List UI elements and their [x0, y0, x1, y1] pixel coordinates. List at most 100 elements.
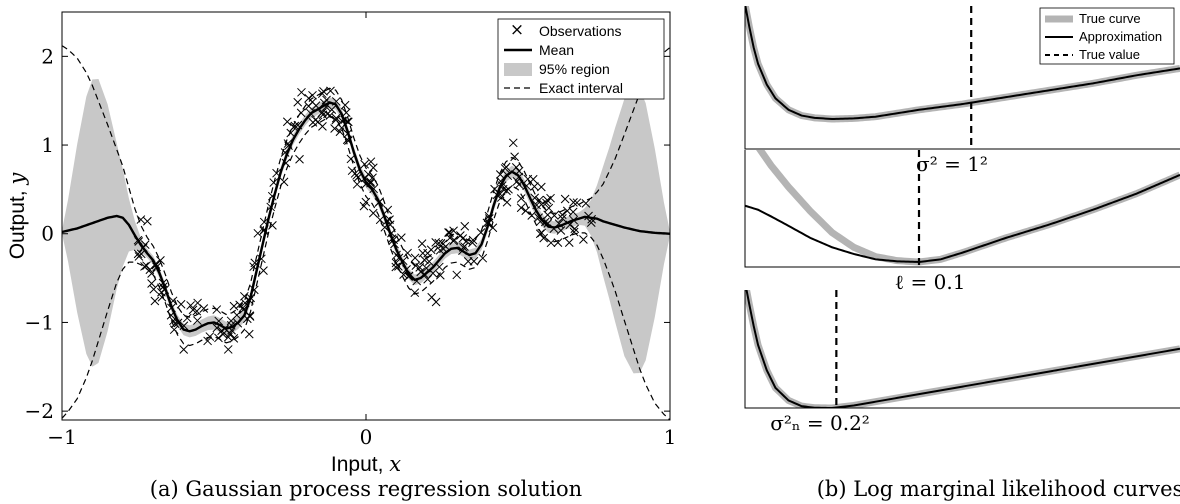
- observation-marker: [143, 216, 152, 226]
- observation-marker: [535, 229, 545, 239]
- observation-marker: [340, 100, 350, 110]
- observation-marker: [147, 269, 156, 278]
- legend-b: True curve Approximation True value: [1039, 7, 1175, 65]
- observation-marker: [463, 257, 473, 266]
- observation-marker: [156, 256, 165, 265]
- observation-marker: [253, 228, 263, 238]
- observation-marker: [268, 221, 277, 230]
- observation-marker: [410, 253, 420, 263]
- observation-marker: [212, 305, 222, 314]
- observation-marker: [347, 166, 357, 176]
- observation-marker: [508, 138, 518, 148]
- observation-marker: [521, 206, 531, 216]
- observation-marker: [193, 316, 202, 325]
- confidence-region-95: [62, 79, 670, 374]
- observation-marker: [435, 245, 445, 255]
- mean-line: [62, 101, 670, 333]
- observation-marker: [511, 163, 521, 172]
- observation-marker: [193, 298, 202, 308]
- observation-marker: [149, 284, 159, 294]
- observation-marker: [502, 197, 512, 207]
- observation-marker: [556, 226, 566, 235]
- x-tick-label: 1: [664, 425, 677, 449]
- observation-marker: [176, 299, 186, 309]
- observation-marker: [500, 164, 510, 173]
- observation-marker: [543, 210, 553, 220]
- lml-panel-noise: σ²ₙ = 0.2²: [744, 290, 1180, 435]
- observation-marker: [391, 258, 401, 268]
- observation-marker: [383, 205, 393, 215]
- x-tick-label: 0: [360, 425, 373, 449]
- observation-marker: [295, 154, 304, 164]
- observation-marker: [296, 108, 306, 118]
- exact-interval-lower: [62, 116, 670, 420]
- observation-marker: [325, 111, 335, 120]
- x-axis-label: Input, x: [331, 452, 401, 476]
- observation-marker: [404, 272, 413, 281]
- observation-marker: [341, 108, 351, 117]
- y-tick-label: 1: [41, 133, 54, 157]
- approximation-sigma: [745, 6, 1180, 121]
- observation-marker: [399, 270, 408, 279]
- observation-marker: [368, 173, 377, 183]
- observation-marker: [426, 245, 436, 255]
- legend-region-swatch: [504, 63, 532, 76]
- caption-b: (b) Log marginal likelihood curves: [817, 477, 1180, 501]
- observation-marker: [418, 248, 428, 258]
- observation-marker: [495, 170, 505, 179]
- observation-marker: [214, 333, 223, 343]
- observation-marker: [245, 311, 255, 321]
- observation-marker: [452, 270, 462, 280]
- observation-marker: [403, 248, 412, 258]
- observation-marker: [431, 297, 441, 307]
- legend-true-curve-label: True curve: [1079, 11, 1141, 26]
- observation-marker: [468, 235, 478, 245]
- observation-marker: [449, 236, 458, 246]
- observation-marker: [225, 329, 235, 338]
- observation-marker: [352, 179, 362, 189]
- observation-marker: [147, 279, 156, 288]
- observations: [133, 86, 596, 354]
- param-label-noise: σ²ₙ = 0.2²: [770, 411, 870, 435]
- observation-marker: [456, 231, 465, 240]
- observation-marker: [560, 194, 570, 204]
- panel-frame-noise: [744, 290, 1180, 409]
- observation-marker: [317, 108, 327, 118]
- observation-marker: [203, 336, 212, 346]
- y-tick-label: −1: [25, 310, 54, 334]
- lml-panel-ell: ℓ = 0.1: [744, 150, 1180, 294]
- observation-marker: [142, 261, 151, 271]
- observation-marker: [536, 182, 546, 192]
- observation-marker: [317, 89, 327, 99]
- observation-marker: [435, 270, 445, 280]
- legend-observations-label: Observations: [539, 23, 621, 39]
- observation-marker: [226, 316, 236, 326]
- observation-marker: [391, 262, 401, 272]
- observation-marker: [244, 329, 254, 339]
- observation-marker: [415, 263, 425, 272]
- observation-marker: [368, 208, 378, 218]
- observation-marker: [326, 86, 335, 96]
- observation-marker: [353, 173, 363, 182]
- observation-marker: [359, 201, 369, 211]
- observation-marker: [424, 257, 434, 266]
- observation-marker: [157, 292, 167, 302]
- observation-marker: [360, 159, 369, 169]
- legend-a: × Observations Mean 95% region Exact int…: [497, 18, 665, 100]
- observation-marker: [369, 184, 379, 194]
- observation-marker: [229, 334, 239, 343]
- observation-marker: [516, 194, 526, 203]
- observation-marker: [368, 163, 378, 173]
- observation-marker: [510, 152, 519, 162]
- legend-region-label: 95% region: [539, 61, 610, 77]
- observation-marker: [169, 325, 179, 335]
- exact-interval-upper: [62, 45, 670, 318]
- panel-frame-sigma: [744, 6, 1180, 150]
- observation-marker: [572, 198, 582, 208]
- observation-marker: [553, 238, 563, 248]
- observation-marker: [581, 199, 591, 208]
- observation-marker: [420, 255, 429, 265]
- observation-marker: [410, 288, 420, 298]
